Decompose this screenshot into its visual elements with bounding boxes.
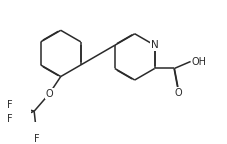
Text: O: O: [174, 88, 182, 98]
Text: O: O: [45, 89, 53, 99]
Text: F: F: [7, 114, 13, 124]
Text: N: N: [151, 40, 159, 50]
Text: OH: OH: [191, 56, 206, 67]
Text: F: F: [7, 100, 13, 110]
Text: F: F: [34, 134, 39, 144]
